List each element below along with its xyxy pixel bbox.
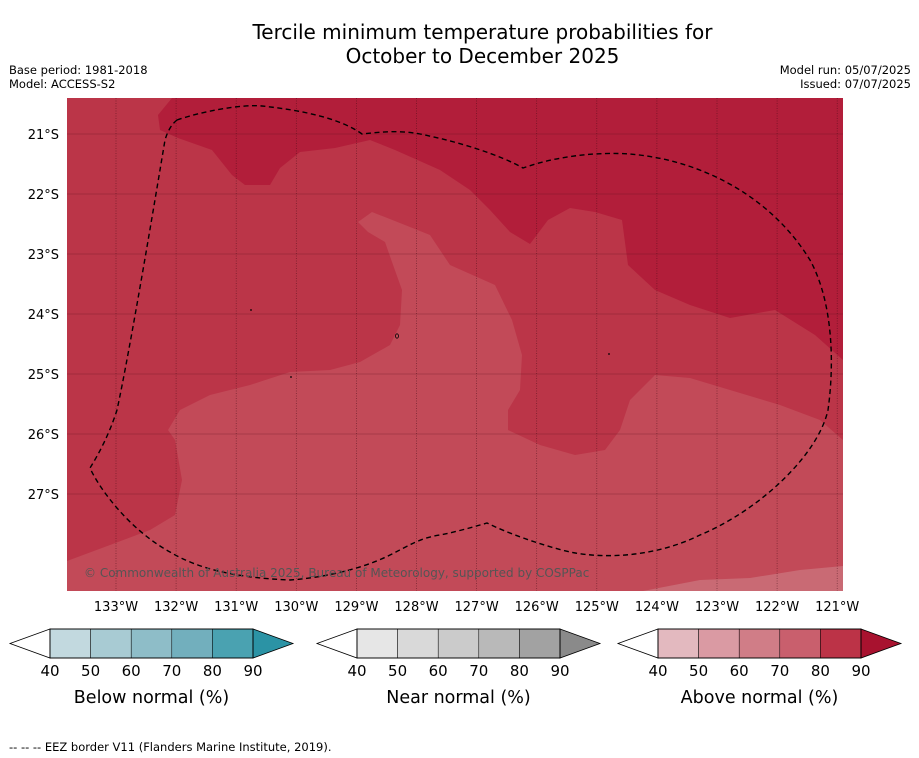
small-islands [250,309,610,378]
colorbar-segment [171,628,213,659]
meta-left: Base period: 1981-2018 Model: ACCESS-S2 [9,63,148,91]
lat-label: 25°S [28,368,59,383]
colorbar-extend-high [559,628,602,659]
lon-label: 125°W [575,600,619,615]
colorbar-tick-label: 50 [689,662,708,680]
colorbar-title: Near normal (%) [386,688,531,708]
colorbar-segment [130,628,173,659]
colorbar-tick-label: 40 [40,662,59,680]
colorbars: 40 50 60 70 80 90 Below normal (%) 40 50 60 70 80 90… [8,628,903,708]
model-name: Model: ACCESS-S2 [9,77,116,91]
title-line-2: October to December 2025 [345,44,620,68]
colorbar-tick-label: 50 [81,662,100,680]
lon-label: 127°W [455,600,499,615]
colorbar-extend-high [860,628,903,659]
colorbar-tick-label: 90 [851,662,870,680]
colorbar-tick-label: 80 [510,662,529,680]
colorbar-tick-label: 50 [388,662,407,680]
eez-border [89,104,833,581]
title-line-1: Tercile minimum temperature probabilitie… [252,20,713,44]
colorbar-tick-label: 70 [770,662,789,680]
colorbar-tick-label: 40 [648,662,667,680]
colorbar-extend-low [616,628,659,659]
colorbar-tick-label: 60 [122,662,141,680]
colorbar: 40 50 60 70 80 90 Above normal (%) [616,628,903,708]
colorbar-segment [657,628,699,659]
colorbar-title: Above normal (%) [681,688,839,708]
colorbar-extend-low [315,628,358,659]
lon-label: 126°W [515,600,559,615]
lat-label: 23°S [28,248,59,263]
colorbar-tick-label: 80 [811,662,830,680]
colorbar-segment [90,628,132,659]
colorbar-segment [49,628,91,659]
colorbar-segment [356,628,398,659]
colorbar-tick-label: 70 [469,662,488,680]
latitude-labels: 21°S 22°S 23°S 24°S 25°S 26°S 27°S [28,128,59,503]
colorbar-segment [397,628,439,659]
lon-label: 129°W [334,600,378,615]
lon-label: 128°W [394,600,438,615]
meta-right: Model run: 05/07/2025 Issued: 07/07/2025 [780,63,911,91]
lat-label: 27°S [28,488,59,503]
colorbar-segment [820,628,862,659]
colorbar-segment [738,628,781,659]
colorbar-tick-label: 40 [347,662,366,680]
region-50-60 [643,566,843,591]
lat-label: 22°S [28,188,59,203]
eez-footnote: -- -- -- EEZ border V11 (Flanders Marine… [9,740,332,754]
colorbar-tick-label: 60 [730,662,749,680]
region-50-60-south [67,552,610,591]
colorbar-tick-label: 90 [243,662,262,680]
lon-label: 133°W [94,600,138,615]
copyright-notice: © Commonwealth of Australia 2025, Bureau… [84,566,589,580]
colorbar-segment [698,628,740,659]
lon-label: 123°W [695,600,739,615]
colorbar: 40 50 60 70 80 90 Near normal (%) [315,628,602,708]
lat-label: 21°S [28,128,59,143]
issued-date: Issued: 07/07/2025 [800,77,911,91]
colorbar-tick-label: 90 [550,662,569,680]
longitude-labels: 133°W 132°W 131°W 130°W 129°W 128°W 127°W 126°W… [94,600,860,615]
colorbar-segment [437,628,480,659]
colorbar-segment [478,628,520,659]
colorbar-tick-label: 80 [203,662,222,680]
base-period: Base period: 1981-2018 [9,63,148,77]
lat-label: 26°S [28,428,59,443]
lon-label: 131°W [214,600,258,615]
lon-label: 122°W [755,600,799,615]
colorbar: 40 50 60 70 80 90 Below normal (%) [8,628,295,708]
map-grid [67,98,843,591]
colorbar-tick-label: 70 [162,662,181,680]
colorbar-segment [519,628,561,659]
lon-label: 132°W [154,600,198,615]
colorbar-segment [779,628,821,659]
colorbar-extend-low [8,628,51,659]
lon-label: 124°W [635,600,679,615]
colorbar-title: Below normal (%) [74,688,229,708]
colorbar-tick-label: 60 [429,662,448,680]
model-run: Model run: 05/07/2025 [779,63,911,77]
lat-label: 24°S [28,308,59,323]
colorbar-extend-high [252,628,295,659]
region-60-70 [67,212,843,591]
lon-label: 121°W [815,600,859,615]
probability-map: © Commonwealth of Australia 2025, Bureau… [67,98,843,591]
lon-label: 130°W [274,600,318,615]
region-80-90 [158,98,843,360]
colorbar-segment [212,628,254,659]
map-title: Tercile minimum temperature probabilitie… [0,20,919,68]
